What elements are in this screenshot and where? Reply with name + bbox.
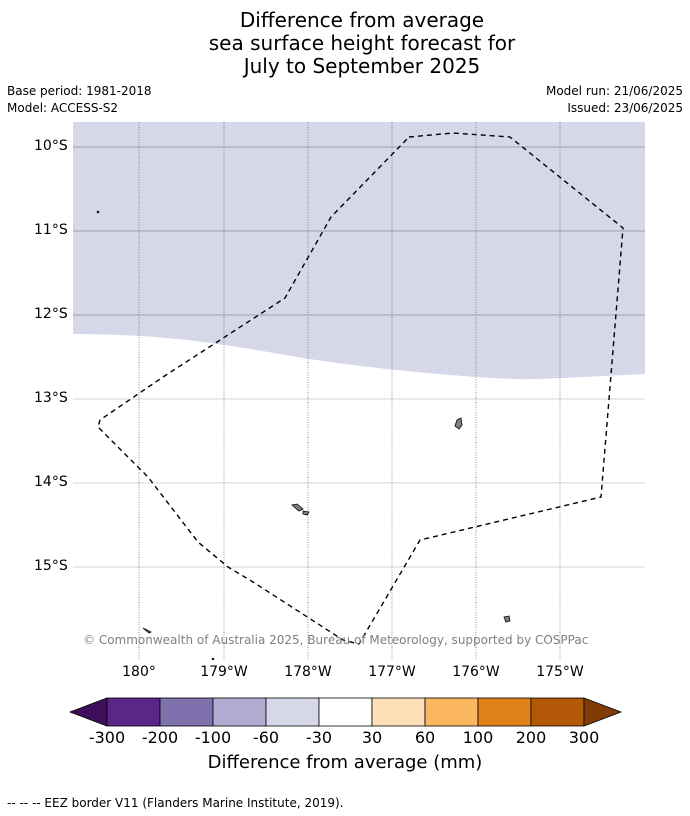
lon-label: 176°W — [452, 664, 500, 680]
lat-gridlines — [73, 146, 645, 568]
island-northwest — [96, 210, 100, 214]
chart-title: Difference from average sea surface heig… — [0, 9, 690, 78]
model-run: Model run: 21/06/2025 — [545, 84, 683, 98]
colorbar-segment — [106, 697, 161, 727]
copyright-notice: © Commonwealth of Australia 2025, Bureau… — [83, 633, 589, 647]
colorbar-tick: 30 — [361, 728, 383, 747]
islands — [96, 210, 511, 660]
colorbar-tick: -300 — [88, 728, 126, 747]
colorbar-tick: 100 — [462, 728, 494, 747]
title-line-2: sea surface height forecast for — [208, 31, 516, 55]
colorbar-segment — [265, 697, 320, 727]
lon-label: 180° — [122, 664, 156, 680]
island-southeast — [503, 615, 511, 623]
island-south — [211, 657, 215, 660]
colorbar-segment — [318, 697, 373, 727]
colorbar-tick: -200 — [141, 728, 179, 747]
model-name: Model: ACCESS-S2 — [7, 101, 119, 115]
island-central — [291, 503, 304, 512]
colorbar-segment — [477, 697, 532, 727]
colorbar-tick: 300 — [568, 728, 600, 747]
colorbar-tick: 200 — [515, 728, 547, 747]
colorbar-segment — [159, 697, 214, 727]
map-svg — [73, 122, 645, 660]
island-east — [454, 417, 463, 430]
eez-legend: -- -- -- EEZ border V11 (Flanders Marine… — [7, 796, 344, 810]
colorbar-arrow-right — [583, 697, 623, 727]
island-central-small — [302, 510, 310, 516]
title-line-1: Difference from average — [239, 8, 485, 32]
colorbar-segment — [530, 697, 585, 727]
lat-label: 11°S — [34, 222, 68, 238]
lon-label: 175°W — [536, 664, 584, 680]
lon-label: 178°W — [284, 664, 332, 680]
island-west — [142, 627, 152, 634]
lat-label: 15°S — [34, 558, 68, 574]
lat-label: 14°S — [34, 474, 68, 490]
colorbar-arrow-left — [68, 697, 108, 727]
colorbar-tick: -100 — [194, 728, 232, 747]
lon-label: 179°W — [200, 664, 248, 680]
anomaly-band — [73, 122, 645, 380]
title-line-3: July to September 2025 — [243, 54, 481, 78]
colorbar-segment — [212, 697, 267, 727]
colorbar-tick: -30 — [305, 728, 333, 747]
colorbar-tick: 60 — [414, 728, 436, 747]
meta-right: Model run: 21/06/2025 Issued: 23/06/2025 — [546, 83, 683, 117]
lon-gridlines — [138, 122, 561, 660]
lon-label: 177°W — [368, 664, 416, 680]
colorbar-segment — [371, 697, 426, 727]
colorbar-segment — [424, 697, 479, 727]
colorbar-tick: -60 — [252, 728, 280, 747]
lat-label: 12°S — [34, 306, 68, 322]
base-period: Base period: 1981-2018 — [7, 84, 152, 98]
map-area — [73, 122, 645, 660]
colorbar-label: Difference from average (mm) — [207, 752, 483, 773]
issued-date: Issued: 23/06/2025 — [567, 101, 683, 115]
lat-label: 10°S — [34, 138, 68, 154]
lat-label: 13°S — [34, 390, 68, 406]
meta-left: Base period: 1981-2018 Model: ACCESS-S2 — [7, 83, 152, 117]
